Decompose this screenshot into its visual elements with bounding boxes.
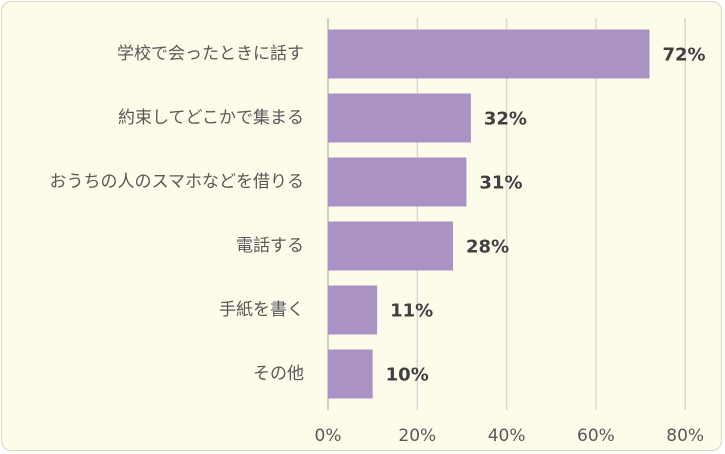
x-tick-label: 20% xyxy=(398,426,436,446)
category-label: 電話する xyxy=(236,236,304,256)
category-label: 学校で会ったときに話す xyxy=(117,44,304,64)
category-label: 手紙を書く xyxy=(219,300,304,320)
x-tick-label: 80% xyxy=(666,426,704,446)
bar xyxy=(328,349,373,399)
data-label: 32% xyxy=(484,109,527,130)
x-tick-label: 60% xyxy=(577,426,615,446)
x-tick-label: 0% xyxy=(315,426,342,446)
bar xyxy=(328,285,378,335)
data-label: 11% xyxy=(390,301,433,322)
bar xyxy=(328,29,650,79)
category-label: その他 xyxy=(253,364,304,384)
data-label: 28% xyxy=(466,237,509,258)
category-label: おうちの人のスマホなどを借りる xyxy=(50,172,305,192)
data-label: 72% xyxy=(662,45,705,66)
data-label: 10% xyxy=(386,365,429,386)
x-tick-label: 40% xyxy=(488,426,526,446)
bar xyxy=(328,221,454,271)
category-label: 約束してどこかで集まる xyxy=(118,108,304,128)
data-label: 31% xyxy=(479,173,522,194)
bar xyxy=(328,157,467,207)
bar xyxy=(328,93,471,143)
